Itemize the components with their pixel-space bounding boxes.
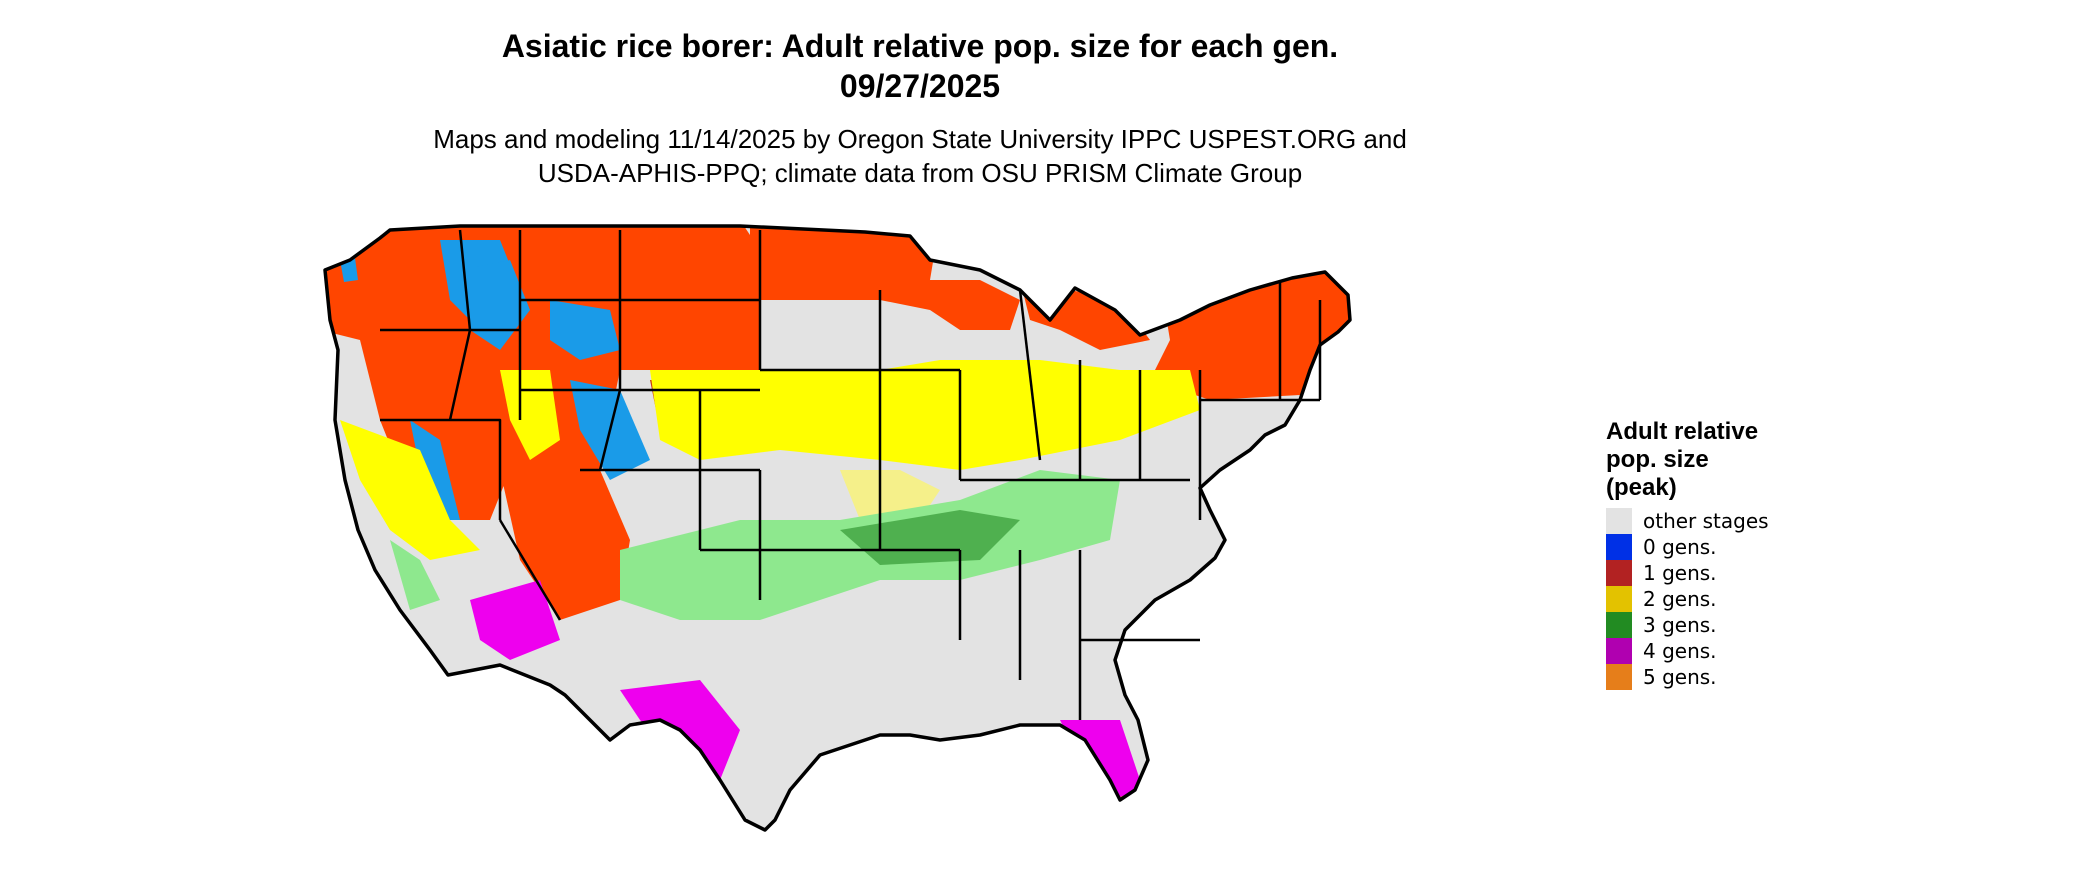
map-subtitle: Maps and modeling 11/14/2025 by Oregon S… <box>0 122 1840 190</box>
legend-swatch-2-gens <box>1606 586 1632 612</box>
zone-0-gen-idaho <box>460 260 530 350</box>
legend-item-1-gens: 1 gens. <box>1606 560 1826 586</box>
zone-3-gen-socal <box>390 540 440 610</box>
state-border-2 <box>448 229 472 421</box>
legend-item-4-gens: 4 gens. <box>1606 638 1826 664</box>
legend-label-2-gens: 2 gens. <box>1643 587 1717 611</box>
zone-2-gen-utah <box>500 370 560 460</box>
legend-label-4-gens: 4 gens. <box>1643 639 1717 663</box>
legend-item-0-gens: 0 gens. <box>1606 534 1826 560</box>
legend-item-5-gens: 5 gens. <box>1606 664 1826 690</box>
legend-label-3-gens: 3 gens. <box>1643 613 1717 637</box>
zone-4-gen-arizona <box>470 580 560 660</box>
map-title: Asiatic rice borer: Adult relative pop. … <box>0 26 1840 106</box>
us-outline <box>323 224 1352 832</box>
legend-swatch-3-gens <box>1606 612 1632 638</box>
legend-swatch-4-gens <box>1606 638 1632 664</box>
state-border-8 <box>598 389 622 471</box>
zone-1-gen-southwest-highlands <box>500 470 630 620</box>
legend-swatch-5-gens <box>1606 664 1632 690</box>
generation-zones <box>325 226 1350 830</box>
legend-label-5-gens: 5 gens. <box>1643 665 1717 689</box>
us-map <box>320 220 1580 890</box>
legend-item-2-gens: 2 gens. <box>1606 586 1826 612</box>
subtitle-line-2: USDA-APHIS-PPQ; climate data from OSU PR… <box>537 158 1303 188</box>
zone-2-gen-central-band <box>650 360 1200 470</box>
state-border-15 <box>1018 289 1042 461</box>
legend-swatch-other-stages <box>1606 508 1632 534</box>
zone-1-gen-dakotas-minnesota <box>750 226 1020 330</box>
legend-label-0-gens: 0 gens. <box>1643 535 1717 559</box>
state-border-17 <box>380 418 502 520</box>
us-map-svg <box>323 224 1352 832</box>
state-borders <box>323 224 1352 832</box>
zone-0-gen-wyoming <box>550 300 620 360</box>
legend-title-line-3: (peak) <box>1606 474 1677 501</box>
legend-title: Adult relative pop. size (peak) <box>1606 418 1826 502</box>
title-line-date: 09/27/2025 <box>839 68 1001 104</box>
legend-title-line-1: Adult relative <box>1606 418 1759 445</box>
legend-swatch-0-gens <box>1606 534 1632 560</box>
zone-2-gen-california <box>340 420 480 560</box>
title-line-species: Asiatic rice borer: Adult relative pop. … <box>501 28 1339 64</box>
state-border-18 <box>498 519 562 621</box>
legend-label-1-gens: 1 gens. <box>1643 561 1717 585</box>
map-legend: Adult relative pop. size (peak) other st… <box>1606 418 1826 690</box>
subtitle-line-1: Maps and modeling 11/14/2025 by Oregon S… <box>433 124 1407 154</box>
legend-item-other-stages: other stages <box>1606 508 1826 534</box>
legend-title-line-2: pop. size <box>1606 446 1709 473</box>
legend-label-other-stages: other stages <box>1643 509 1769 533</box>
legend-item-3-gens: 3 gens. <box>1606 612 1826 638</box>
legend-swatch-1-gens <box>1606 560 1632 586</box>
zone-0-gen-sierra <box>410 420 460 520</box>
